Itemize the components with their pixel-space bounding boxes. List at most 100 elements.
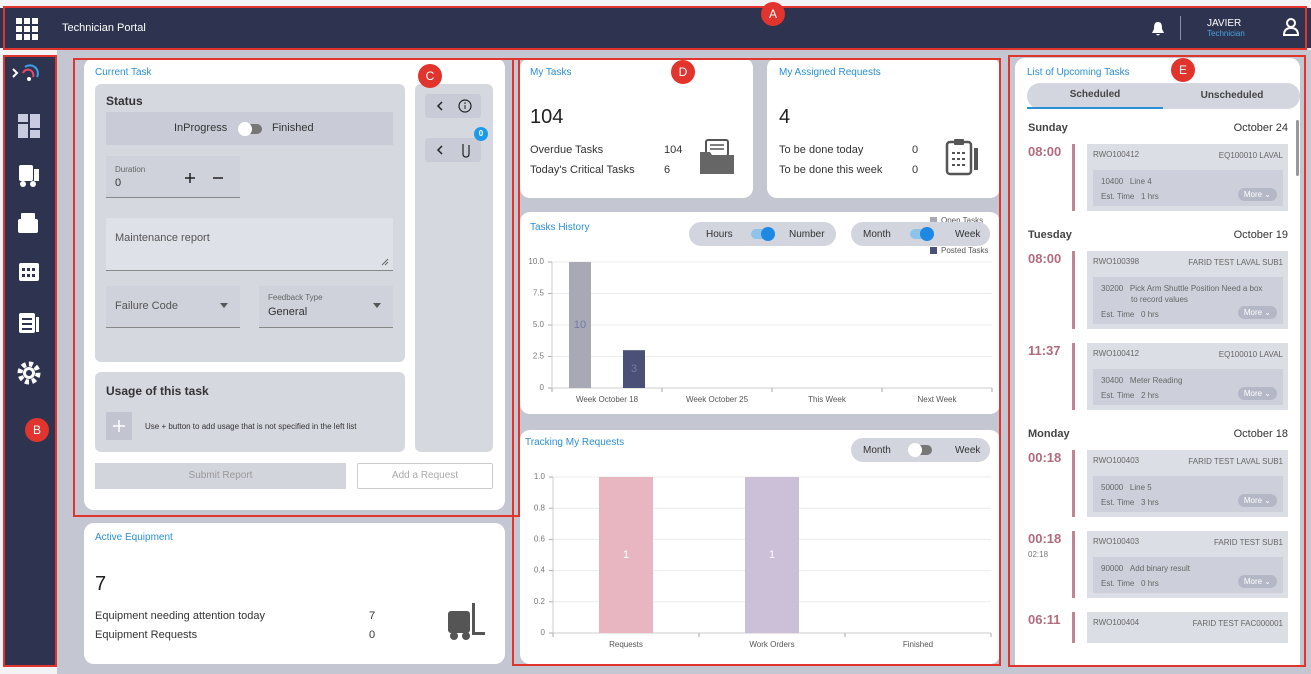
callout: D <box>671 60 695 84</box>
tasks-history-card: 0 2.5 5.0 7.5 10.0 Week October 18 Week Octobe… <box>520 212 1000 414</box>
work-order: RWO100403 <box>1093 456 1140 465</box>
notifications-icon[interactable] <box>1151 21 1165 37</box>
settings-icon[interactable] <box>17 361 41 385</box>
equipment-icon[interactable] <box>19 165 39 187</box>
tasks-icon[interactable] <box>18 213 38 233</box>
status-switch[interactable] <box>238 122 262 136</box>
est-label: Est. Time <box>1101 391 1135 400</box>
more-button[interactable]: More ⌄ <box>1237 494 1277 507</box>
y-tick-label: 0 <box>540 383 545 392</box>
sidebar-icons <box>12 64 41 385</box>
item-card: RWO100398 FARID TEST LAVAL SUB1 30200 Pick… <box>1087 251 1288 329</box>
toggle-switch[interactable] <box>908 443 932 457</box>
card-title: List of Upcoming Tasks <box>1027 67 1130 78</box>
usage-title: Usage of this task <box>106 384 209 398</box>
est-line: Est. Time 2 hrs <box>1101 386 1277 401</box>
task-item[interactable]: 08:00 RWO100412 EQ100010 LAVAL 10400 Line 4… <box>1028 144 1288 211</box>
toggle-option: Week <box>955 445 981 456</box>
tabs: Scheduled Unscheduled <box>1027 83 1300 109</box>
stepper[interactable] <box>184 172 230 184</box>
task-item[interactable]: 11:37 RWO100412 EQ100010 LAVAL 30400 Meter … <box>1028 343 1288 410</box>
x-tick-label: Finished <box>903 640 933 649</box>
est-time: 0 hrs <box>1141 310 1159 319</box>
item-time: 08:00 <box>1028 251 1062 266</box>
more-button[interactable]: More ⌄ <box>1237 188 1277 201</box>
apps-icon[interactable] <box>16 18 38 40</box>
item-time: 08:00 <box>1028 144 1062 159</box>
tab[interactable]: Scheduled <box>1027 83 1163 109</box>
est-line: Est. Time 3 hrs <box>1101 493 1277 508</box>
equipment: EQ100010 LAVAL <box>1218 151 1283 160</box>
more-button[interactable]: More ⌄ <box>1237 306 1277 319</box>
item-header: RWO100403 FARID TEST SUB1 <box>1093 537 1283 549</box>
tracking-requests-card: 0 0.2 0.4 0.6 0.8 1.0 Requests Work Orders Finis… <box>520 430 1000 664</box>
active-equipment-card: Active Equipment 7 Equipment needing att… <box>84 523 505 664</box>
attachment-badge: 0 <box>474 127 488 141</box>
more-button[interactable]: More ⌄ <box>1237 575 1277 588</box>
x-tick-label: Work Orders <box>749 640 794 649</box>
side-buttons[interactable] <box>425 94 483 164</box>
day-date: October 18 <box>1233 428 1288 440</box>
bar <box>599 477 653 633</box>
feedback-type-field[interactable]: Feedback Type General <box>259 286 393 328</box>
day-header: Sunday October 24 <box>1015 118 1300 144</box>
task-line: 10400 Line 4 <box>1101 176 1277 187</box>
status-toggle[interactable]: InProgress Finished <box>106 112 393 145</box>
usage-hint: Use + button to add usage that is not sp… <box>145 422 357 431</box>
card-title: Tasks History <box>530 222 590 233</box>
task-line: 30200 Pick Arm Shuttle Position Need a b… <box>1101 283 1277 305</box>
task-item[interactable]: 00:18 02:18 RWO100403 FARID TEST SUB1 90000 … <box>1028 531 1288 598</box>
checklist-icon[interactable] <box>19 313 39 333</box>
toggle-switch[interactable] <box>910 227 934 241</box>
dashboard-icon[interactable] <box>18 114 40 138</box>
data-label: 1 <box>623 549 629 561</box>
y-tick-label: 0.2 <box>534 597 546 606</box>
dropdown-arrow <box>220 303 228 308</box>
task-name: Line 4 <box>1129 177 1152 186</box>
side-panel: 0 <box>415 84 493 452</box>
est-line: Est. Time 0 hrs <box>1101 305 1277 320</box>
period-toggle[interactable]: Month Week <box>851 438 990 462</box>
field-placeholder: Maintenance report <box>115 232 210 244</box>
tab[interactable]: Unscheduled <box>1200 90 1264 101</box>
task-item[interactable]: 06:11 RWO100404 FARID TEST FAC000001 <box>1028 612 1288 643</box>
failure-code-field[interactable]: Failure Code <box>106 286 240 328</box>
item-detail: 10400 Line 4 Est. Time 1 hrs More ⌄ <box>1093 170 1283 206</box>
item-bar <box>1072 531 1075 598</box>
task-line: 90000 Add binary result <box>1101 563 1277 574</box>
field-placeholder: Failure Code <box>115 300 178 312</box>
x-tick-label: Requests <box>609 640 643 649</box>
task-item[interactable]: 00:18 RWO100403 FARID TEST LAVAL SUB1 50000… <box>1028 450 1288 517</box>
user-icon[interactable] <box>1283 18 1299 36</box>
task-item[interactable]: 08:00 RWO100398 FARID TEST LAVAL SUB1 30200… <box>1028 251 1288 329</box>
period-toggle[interactable]: Month Week <box>851 222 990 246</box>
toggle-switch[interactable] <box>751 227 775 241</box>
y-tick-label: 5.0 <box>533 320 545 329</box>
field-value: 0 <box>115 177 122 189</box>
submit-button[interactable]: Submit Report <box>95 463 346 489</box>
item-time: 00:18 <box>1028 450 1062 465</box>
toggle-option: Month <box>863 445 891 456</box>
more-button[interactable]: More ⌄ <box>1237 387 1277 400</box>
task-code: 30400 <box>1101 376 1124 385</box>
annotation-box <box>3 55 57 667</box>
toggle-option: Hours <box>706 229 733 240</box>
item-bar <box>1072 144 1075 211</box>
calendar-icon[interactable] <box>19 263 39 281</box>
duration-field[interactable]: Duration 0 <box>106 156 240 198</box>
item-bar <box>1072 251 1075 329</box>
task-code: 30200 <box>1101 284 1124 293</box>
add-request-button[interactable]: Add a Request <box>357 463 493 489</box>
tracking-requests-chart: 0 0.2 0.4 0.6 0.8 1.0 Requests Work Orders Finis… <box>534 472 992 649</box>
y-tick-label: 0.8 <box>534 503 546 512</box>
task-name: Meter Reading <box>1129 376 1183 385</box>
item-header: RWO100404 FARID TEST FAC000001 <box>1093 618 1283 630</box>
row-label: To be done this week <box>779 164 883 176</box>
work-order: RWO100404 <box>1093 618 1140 627</box>
unit-toggle[interactable]: Hours Number <box>689 222 836 246</box>
item-time: 06:11 <box>1028 612 1061 627</box>
add-usage-button[interactable] <box>106 412 132 440</box>
maintenance-report-field[interactable]: Maintenance report <box>106 218 393 271</box>
item-time: 00:18 02:18 <box>1028 531 1072 598</box>
logo[interactable] <box>12 64 39 81</box>
